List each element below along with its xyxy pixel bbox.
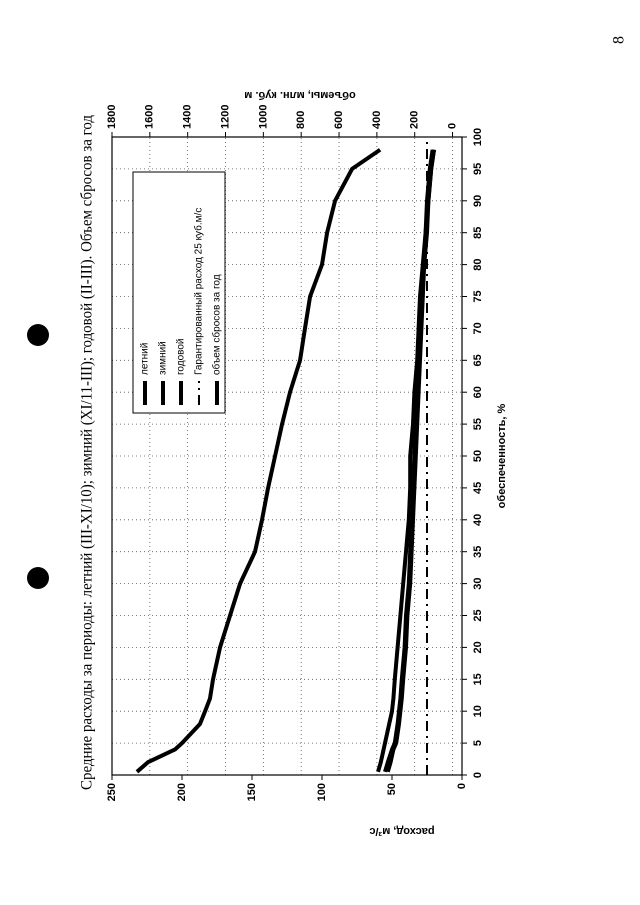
x-tick-label: 10	[472, 705, 484, 717]
y-axis-title: расход, м³/с	[369, 825, 434, 837]
y2-axis-title: объемы, млн. куб. м	[244, 89, 356, 101]
legend-label: годовой	[176, 338, 187, 375]
x-tick-label: 65	[472, 354, 484, 366]
rotated-chart: 8 Средние расходы за периоды: летний (II…	[79, 36, 628, 837]
punch-hole	[27, 567, 49, 589]
x-tick-label: 35	[472, 546, 484, 558]
y2-tick-label: 1400	[182, 105, 194, 129]
y2-tick-label: 0	[446, 123, 458, 129]
y-tick-label: 250	[106, 783, 118, 801]
x-tick-label: 60	[472, 386, 484, 398]
x-tick-label: 100	[472, 128, 484, 146]
page-number: 8	[611, 36, 628, 44]
x-tick-label: 40	[472, 514, 484, 526]
x-tick-label: 0	[472, 772, 484, 778]
legend-label: объем сбросов за год	[211, 274, 223, 375]
legend-label: Гарантированный расход 25 куб.м/с	[193, 208, 205, 375]
chart-title: Средние расходы за периоды: летний (III-…	[79, 115, 96, 790]
x-tick-label: 5	[472, 740, 484, 746]
x-axis-title: обеспеченность, %	[496, 403, 508, 508]
y2-tick-label: 200	[409, 111, 421, 129]
x-tick-label: 80	[472, 258, 484, 270]
legend-label: зимний	[158, 341, 169, 375]
y-tick-label: 150	[246, 783, 258, 801]
y-tick-label: 50	[386, 783, 398, 795]
y2-tick-label: 800	[295, 111, 307, 129]
y-tick-label: 100	[316, 783, 328, 801]
x-tick-label: 55	[472, 418, 484, 430]
y2-tick-label: 1600	[144, 105, 156, 129]
legend-label: летний	[140, 343, 151, 375]
y-tick-label: 0	[456, 783, 468, 789]
plot-frame	[111, 136, 463, 776]
x-tick-label: 75	[472, 290, 484, 302]
punch-hole	[27, 324, 49, 346]
y2-tick-label: 400	[371, 111, 383, 129]
x-tick-label: 90	[472, 195, 484, 207]
y2-tick-label: 1800	[106, 105, 118, 129]
x-tick-label: 20	[472, 641, 484, 653]
x-tick-label: 25	[472, 609, 484, 621]
y-tick-label: 200	[176, 783, 188, 801]
y2-tick-label: 1200	[219, 105, 231, 129]
series-line	[385, 149, 436, 773]
x-tick-label: 70	[472, 322, 484, 334]
y2-tick-label: 600	[333, 111, 345, 129]
x-tick-label: 30	[472, 577, 484, 589]
x-tick-label: 15	[472, 673, 484, 685]
legend-box	[132, 171, 226, 414]
y2-tick-label: 1000	[257, 105, 269, 129]
series-line	[135, 148, 382, 774]
x-tick-label: 85	[472, 227, 484, 239]
x-tick-label: 95	[472, 163, 484, 175]
x-tick-label: 45	[472, 482, 484, 494]
x-tick-label: 50	[472, 450, 484, 462]
